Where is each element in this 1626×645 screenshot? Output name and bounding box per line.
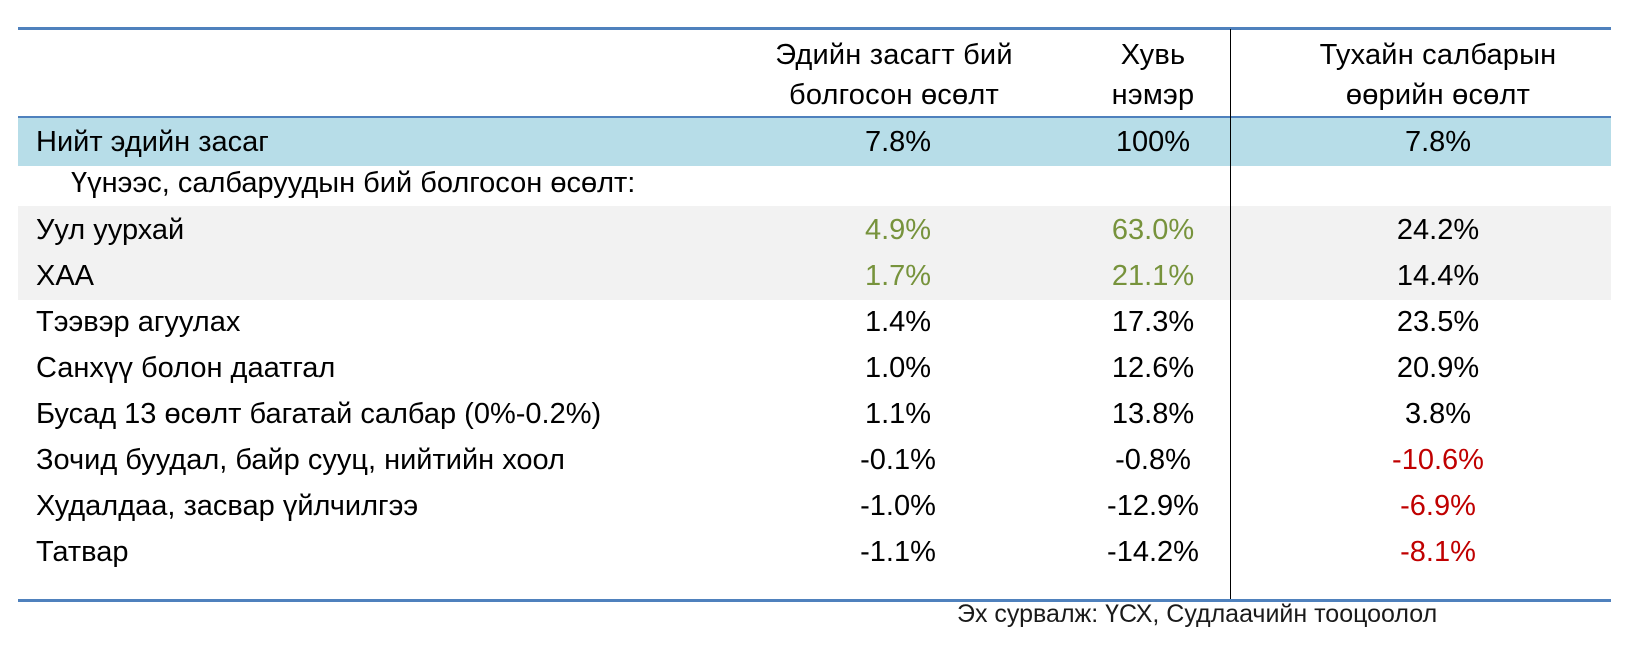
header-sector-growth: Тухайн салбарын өөрийн өсөлт: [1288, 33, 1588, 117]
row-label: Санхүү болон даатгал: [36, 351, 336, 384]
header-contribution: Хувь нэмэр: [1023, 33, 1283, 117]
header-rule: [18, 116, 1611, 119]
cell-growth: 7.8%: [864, 125, 932, 158]
row-label: Зочид буудал, байр сууц, нийтийн хоол: [36, 443, 565, 476]
header-line: болгосон өсөлт: [789, 79, 999, 111]
table-row: Тээвэр агуулах 1.4% 17.3% 23.5%: [18, 298, 1611, 346]
cell-sector-growth: -6.9%: [1400, 489, 1476, 522]
header-line: Хувь: [1120, 39, 1186, 71]
cell-contribution: -14.2%: [1107, 535, 1199, 568]
row-label: Бусад 13 өсөлт багатай салбар (0%-0.2%): [36, 397, 602, 430]
row-label: Уул уурхай: [36, 213, 185, 246]
cell-contribution: 13.8%: [1111, 397, 1195, 430]
cell-sector-growth: 23.5%: [1396, 305, 1480, 338]
cell-growth: 1.1%: [864, 397, 932, 430]
cell-contribution: 100%: [1115, 125, 1191, 158]
header-line: өөрийн өсөлт: [1345, 79, 1531, 111]
table-row: Уул уурхай 4.9% 63.0% 24.2%: [18, 206, 1611, 254]
cell-sector-growth: 24.2%: [1396, 213, 1480, 246]
cell-growth: 1.4%: [864, 305, 932, 338]
source-note: Эх сурвалж: ҮСХ, Судлаачийн тооцоолол: [957, 600, 1438, 628]
cell-sector-growth: 14.4%: [1396, 259, 1480, 292]
cell-growth: -1.1%: [860, 535, 936, 568]
cell-contribution: 17.3%: [1111, 305, 1195, 338]
table-row: ХАА 1.7% 21.1% 14.4%: [18, 252, 1611, 300]
cell-contribution: 12.6%: [1111, 351, 1195, 384]
cell-sector-growth: 20.9%: [1396, 351, 1480, 384]
header-line: нэмэр: [1111, 79, 1195, 111]
row-label: Тээвэр агуулах: [36, 305, 241, 338]
subheader-label: Үүнээс, салбаруудын бий болгосон өсөлт:: [71, 166, 636, 199]
cell-contribution: -0.8%: [1115, 443, 1191, 476]
table-subheader-row: Үүнээс, салбаруудын бий болгосон өсөлт:: [18, 159, 1611, 207]
row-label: Худалдаа, засвар үйлчилгээ: [36, 489, 419, 522]
cell-contribution: 63.0%: [1111, 213, 1195, 246]
cell-contribution: -12.9%: [1107, 489, 1199, 522]
cell-growth: -1.0%: [860, 489, 936, 522]
header-economy-growth: Эдийн засагт бий болгосон өсөлт: [764, 33, 1024, 117]
cell-growth: 1.0%: [864, 351, 932, 384]
cell-contribution: 21.1%: [1111, 259, 1195, 292]
table-row: Худалдаа, засвар үйлчилгээ -1.0% -12.9% …: [18, 482, 1611, 530]
cell-sector-growth: 7.8%: [1404, 125, 1472, 158]
table-row: Зочид буудал, байр сууц, нийтийн хоол -0…: [18, 436, 1611, 484]
table-row: Татвар -1.1% -14.2% -8.1%: [18, 528, 1611, 576]
cell-growth: 1.7%: [864, 259, 932, 292]
row-label: ХАА: [36, 259, 95, 292]
column-divider: [1230, 29, 1231, 600]
header-line: Тухайн салбарын: [1319, 39, 1557, 71]
cell-sector-growth: 3.8%: [1404, 397, 1472, 430]
cell-sector-growth: -10.6%: [1392, 443, 1484, 476]
top-rule: [18, 27, 1611, 30]
table-row: Санхүү болон даатгал 1.0% 12.6% 20.9%: [18, 344, 1611, 392]
header-line: Эдийн засагт бий: [775, 39, 1013, 71]
table-row-total: Нийт эдийн засаг 7.8% 100% 7.8%: [18, 118, 1611, 166]
row-label: Нийт эдийн засаг: [36, 125, 269, 158]
table-row: Бусад 13 өсөлт багатай салбар (0%-0.2%) …: [18, 390, 1611, 438]
cell-growth: -0.1%: [860, 443, 936, 476]
row-label: Татвар: [36, 535, 129, 568]
cell-growth: 4.9%: [864, 213, 932, 246]
bottom-rule: [18, 599, 1611, 602]
cell-sector-growth: -8.1%: [1400, 535, 1476, 568]
